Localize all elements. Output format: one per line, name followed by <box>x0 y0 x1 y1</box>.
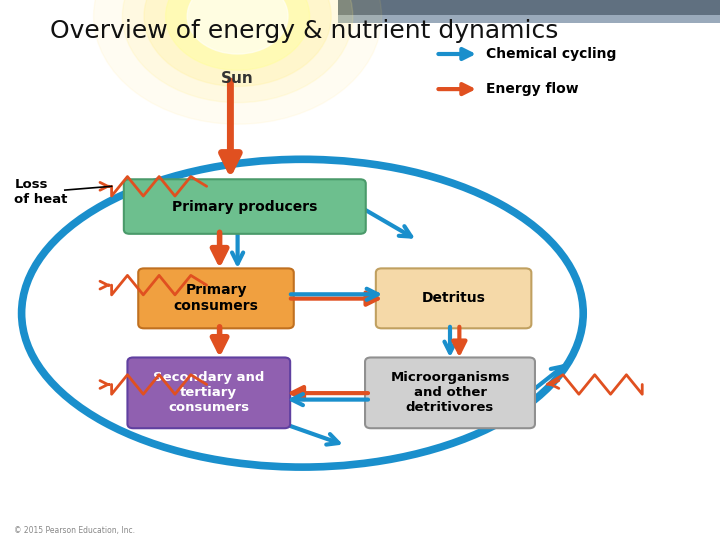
Text: Primary
consumers: Primary consumers <box>174 284 258 313</box>
FancyBboxPatch shape <box>338 0 720 15</box>
FancyArrowPatch shape <box>531 367 563 392</box>
Circle shape <box>122 0 353 103</box>
FancyArrowPatch shape <box>287 425 338 444</box>
FancyBboxPatch shape <box>365 357 535 428</box>
FancyArrowPatch shape <box>454 327 465 353</box>
FancyArrowPatch shape <box>222 81 239 170</box>
FancyArrowPatch shape <box>292 387 368 399</box>
Circle shape <box>144 0 331 86</box>
FancyArrowPatch shape <box>292 394 368 405</box>
FancyArrowPatch shape <box>212 232 227 262</box>
FancyBboxPatch shape <box>138 268 294 328</box>
Text: Primary producers: Primary producers <box>172 200 318 213</box>
Text: Energy flow: Energy flow <box>486 82 579 96</box>
Circle shape <box>166 0 310 70</box>
Text: Loss
of heat: Loss of heat <box>14 178 68 206</box>
Text: Overview of energy & nutrient dynamics: Overview of energy & nutrient dynamics <box>50 19 559 43</box>
Text: Chemical cycling: Chemical cycling <box>486 47 616 61</box>
FancyArrowPatch shape <box>118 178 131 190</box>
FancyArrowPatch shape <box>266 461 279 474</box>
FancyArrowPatch shape <box>19 292 32 305</box>
Text: Detritus: Detritus <box>422 292 485 305</box>
FancyArrowPatch shape <box>575 310 588 324</box>
Text: Microorganisms
and other
detritivores: Microorganisms and other detritivores <box>390 372 510 414</box>
Circle shape <box>187 0 288 54</box>
Circle shape <box>94 0 382 124</box>
FancyArrowPatch shape <box>362 208 411 237</box>
FancyArrowPatch shape <box>212 327 227 351</box>
FancyArrowPatch shape <box>232 232 243 264</box>
Text: © 2015 Pearson Education, Inc.: © 2015 Pearson Education, Inc. <box>14 525 135 535</box>
FancyArrowPatch shape <box>291 293 378 305</box>
FancyArrowPatch shape <box>291 289 378 300</box>
FancyArrowPatch shape <box>444 327 456 353</box>
FancyBboxPatch shape <box>127 357 290 428</box>
FancyBboxPatch shape <box>376 268 531 328</box>
FancyBboxPatch shape <box>124 179 366 234</box>
FancyBboxPatch shape <box>338 15 720 23</box>
Text: Secondary and
tertiary
consumers: Secondary and tertiary consumers <box>153 372 264 414</box>
FancyArrowPatch shape <box>426 157 440 170</box>
Text: Sun: Sun <box>221 71 254 86</box>
